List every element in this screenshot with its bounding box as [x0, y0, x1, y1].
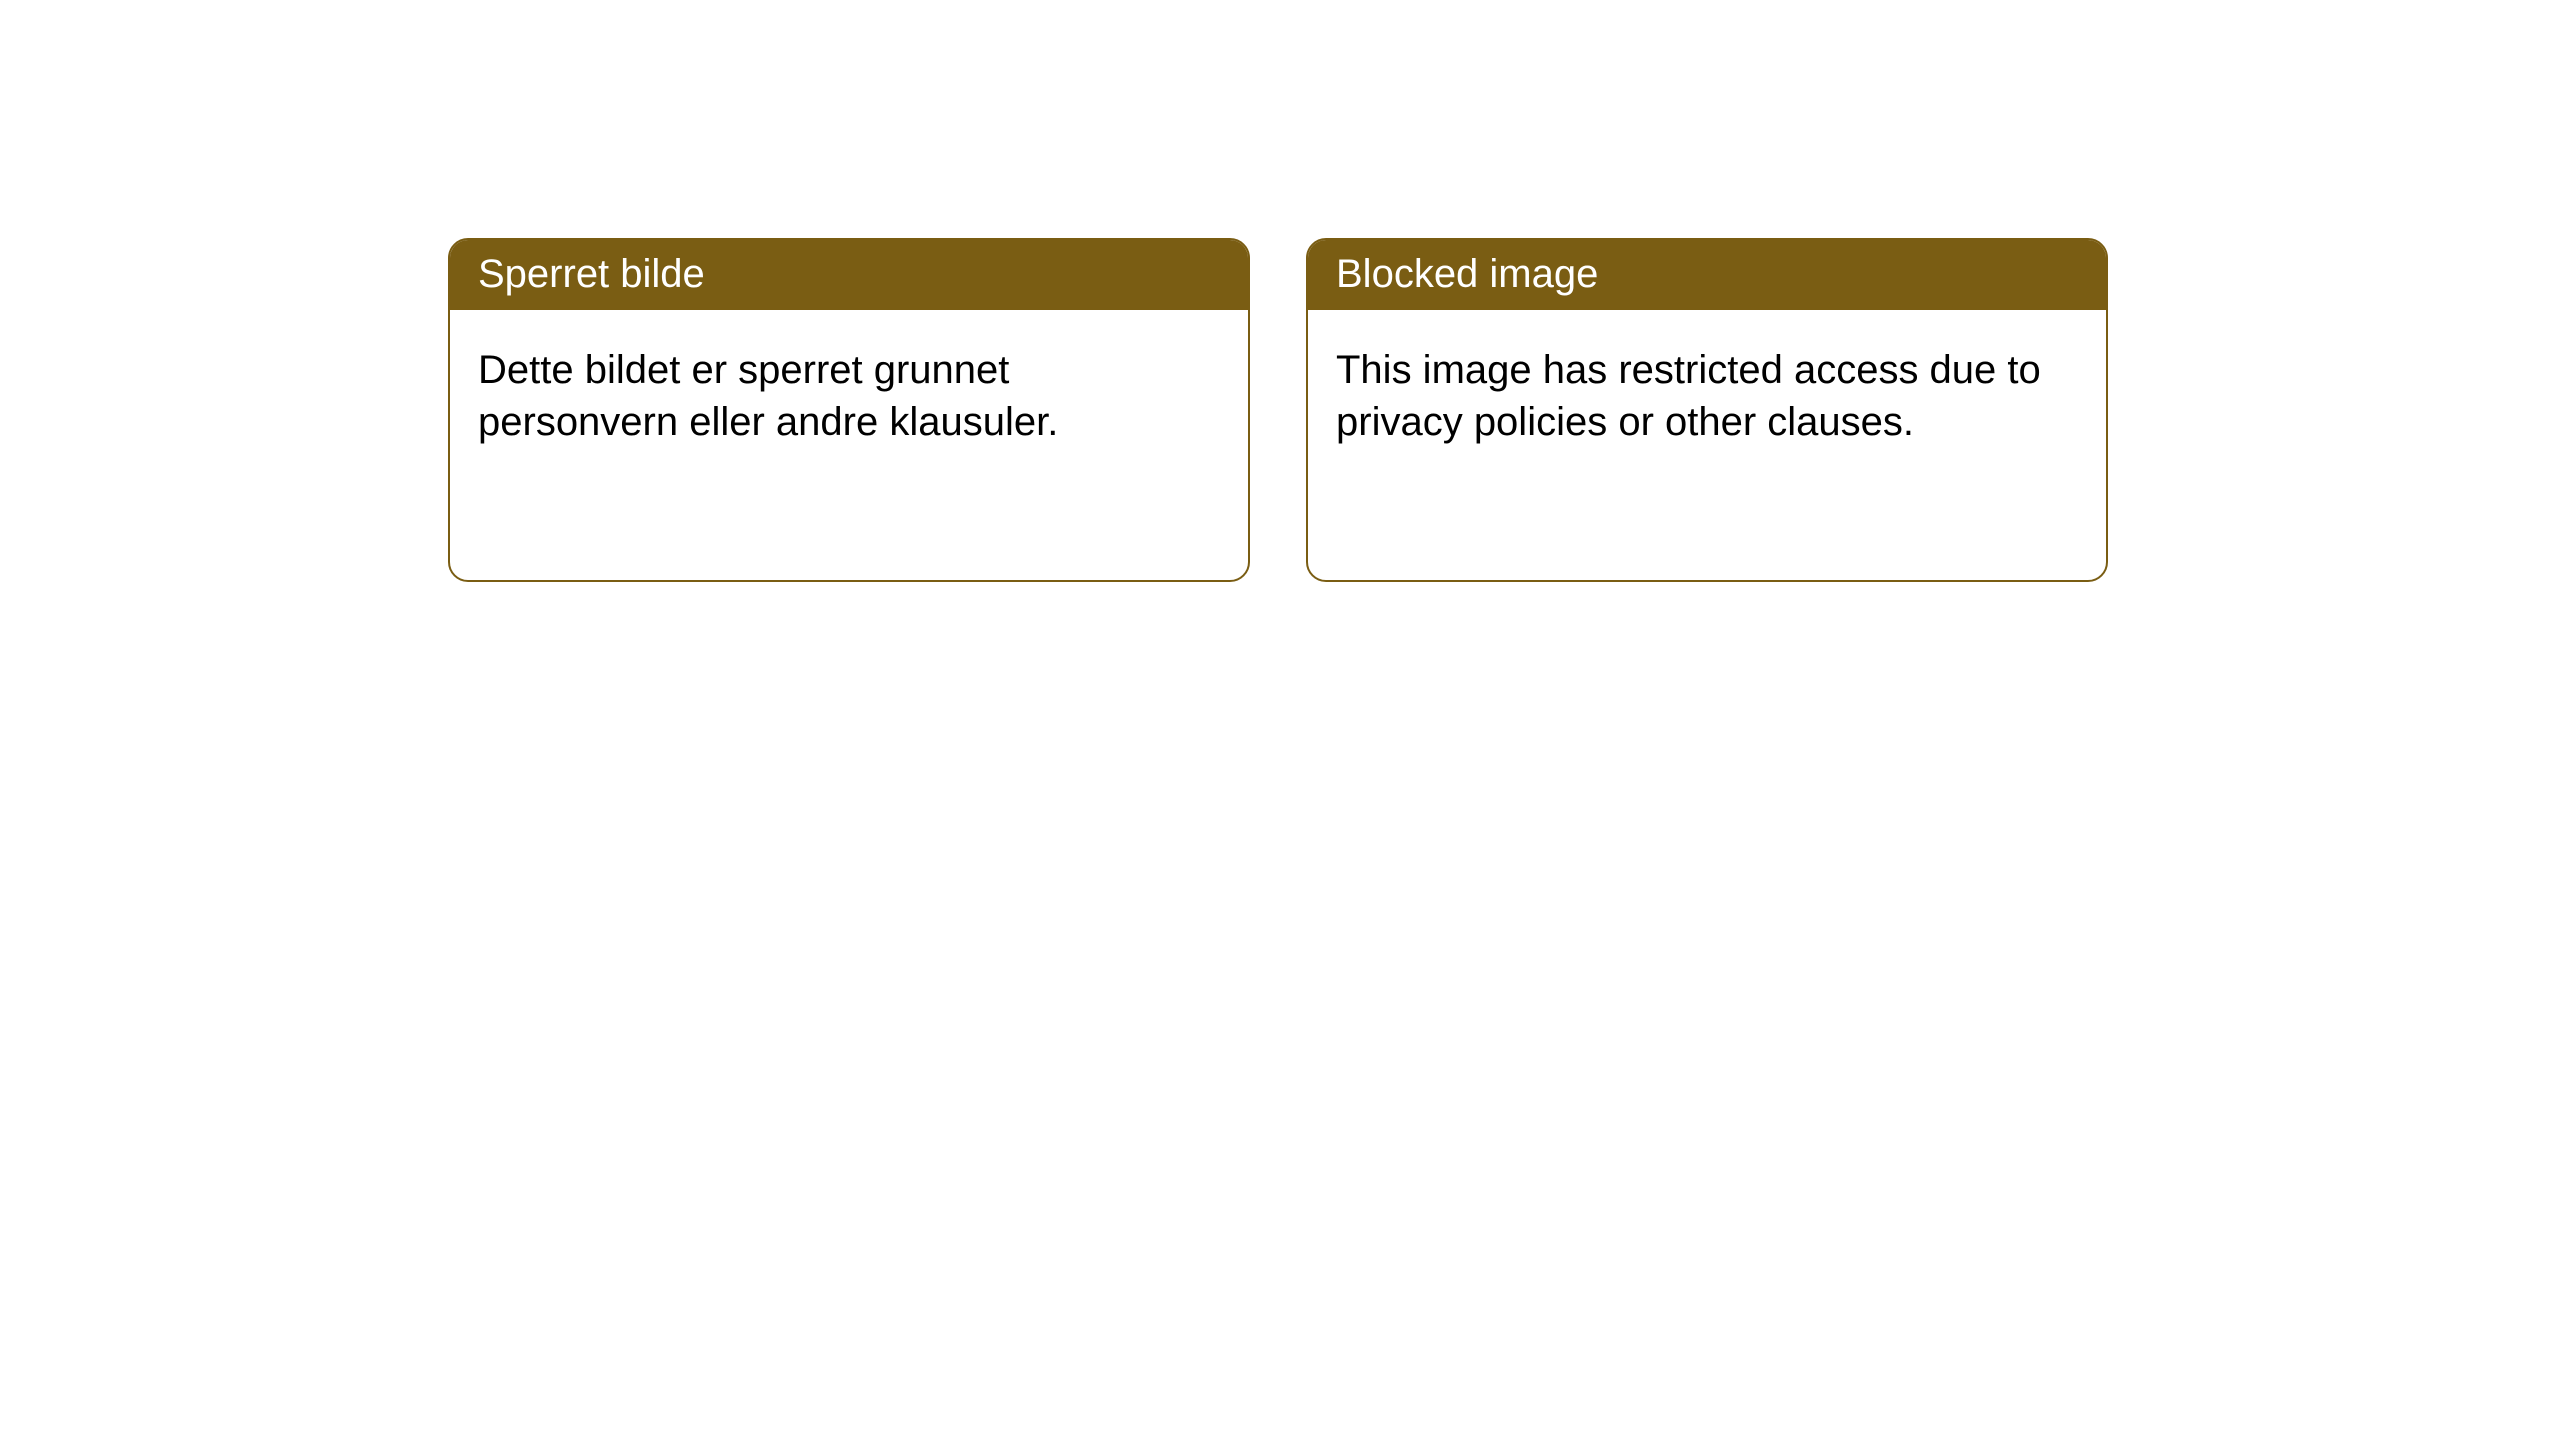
notice-card-english: Blocked image This image has restricted … — [1306, 238, 2108, 582]
notice-body-norwegian: Dette bildet er sperret grunnet personve… — [450, 310, 1248, 580]
notice-body-english: This image has restricted access due to … — [1308, 310, 2106, 580]
notice-card-norwegian: Sperret bilde Dette bildet er sperret gr… — [448, 238, 1250, 582]
notice-title-english: Blocked image — [1308, 240, 2106, 310]
notice-container: Sperret bilde Dette bildet er sperret gr… — [0, 0, 2560, 582]
notice-title-norwegian: Sperret bilde — [450, 240, 1248, 310]
